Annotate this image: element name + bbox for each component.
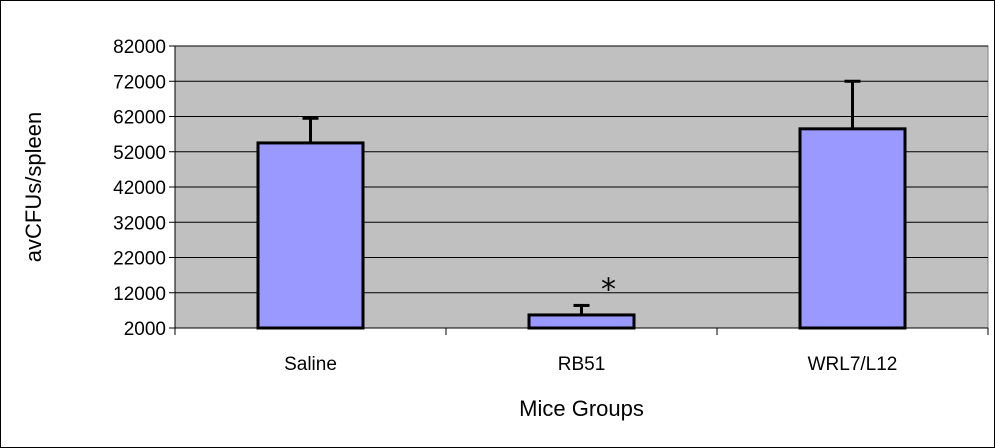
bar [527, 313, 636, 330]
x-tick-label: WRL7/L12 [808, 354, 898, 375]
x-axis-title: Mice Groups [519, 396, 644, 421]
y-tick-label: 62000 [113, 108, 166, 129]
y-tick-label: 82000 [113, 37, 166, 58]
axes: 2000 12000 22000 32000 42000 52000 62000 72000 8… [113, 37, 989, 375]
significance-marker: * [601, 272, 616, 307]
x-tick-label: RB51 [558, 354, 606, 375]
y-tick-label: 52000 [113, 143, 166, 164]
y-tick-label: 32000 [113, 213, 166, 234]
bar [798, 127, 907, 330]
y-tick-label: 72000 [113, 72, 166, 93]
bar [256, 141, 365, 330]
y-tick-label: 22000 [113, 249, 166, 270]
y-axis-title: avCFUs/spleen [21, 112, 46, 262]
y-tick-label: 2000 [124, 319, 166, 340]
x-tick-label: Saline [284, 354, 337, 375]
y-tick-label: 42000 [113, 178, 166, 199]
y-tick-label: 12000 [113, 284, 166, 305]
